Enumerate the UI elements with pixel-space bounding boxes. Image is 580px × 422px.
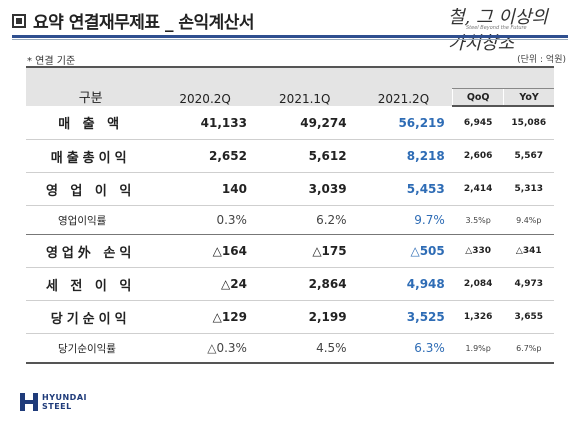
cell-qoq: 1.9%p [452, 333, 504, 364]
title-divider-thin [12, 39, 568, 40]
table-row: 매출총이익 2,652 5,612 8,218 2,606 5,567 [26, 139, 554, 173]
cell-qoq: 2,606 [452, 139, 504, 173]
header-name: 구분 [26, 66, 156, 106]
cell-value: 9.7% [354, 205, 453, 235]
cell-value: 3,525 [354, 300, 453, 334]
cell-value: 4.5% [254, 333, 355, 364]
table-row: 영업外 손익 △164 △175 △505 △330 △341 [26, 234, 554, 268]
header-yoy: YoY [503, 88, 554, 107]
slogan-script: 철, 그 이상의 가치창조 [448, 7, 548, 54]
cell-yoy: 3,655 [503, 300, 554, 334]
header-qoq: QoQ [452, 88, 504, 107]
hyundai-h-icon [20, 393, 38, 411]
cell-value: 6.2% [254, 205, 355, 235]
cell-value: 41,133 [155, 106, 255, 140]
cell-value: 56,219 [354, 106, 453, 140]
row-name: 세 전 이 익 [26, 267, 156, 301]
row-name: 영업이익률 [26, 205, 156, 235]
hyundai-steel-logo: HYUNDAI STEEL [20, 393, 87, 411]
cell-qoq: 6,945 [452, 106, 504, 140]
header-2020-2q: 2020.2Q [155, 66, 255, 106]
header-change-group [452, 66, 554, 89]
cell-qoq: 3.5%p [452, 205, 504, 235]
cell-value: △129 [155, 300, 255, 334]
cell-value: 0.3% [155, 205, 255, 235]
row-name: 매출총이익 [26, 139, 156, 173]
cell-value: 6.3% [354, 333, 453, 364]
brand-line1: HYUNDAI [42, 393, 87, 402]
table-subheader-row: QoQ YoY [26, 88, 554, 107]
row-name: 영 업 이 익 [26, 172, 156, 206]
table-row: 매 출 액 41,133 49,274 56,219 6,945 15,086 [26, 106, 554, 140]
header-2021-1q: 2021.1Q [254, 66, 355, 106]
table-row: 당기순이익률 △0.3% 4.5% 6.3% 1.9%p 6.7%p [26, 333, 554, 364]
cell-yoy: 15,086 [503, 106, 554, 140]
cell-value: 4,948 [354, 267, 453, 301]
cell-value: 2,199 [254, 300, 355, 334]
table-header-row: 구분 2020.2Q 2021.1Q 2021.2Q [26, 66, 554, 106]
brand-line2: STEEL [42, 402, 72, 411]
slogan-logo: 철, 그 이상의 가치창조 Steel Beyond the Future [448, 3, 568, 54]
cell-value: 140 [155, 172, 255, 206]
cell-yoy: 5,313 [503, 172, 554, 206]
cell-yoy: 5,567 [503, 139, 554, 173]
title-bar: 요약 연결재무제표 _ 손익계산서 [12, 8, 255, 33]
cell-value: △164 [155, 234, 255, 268]
cell-qoq: 1,326 [452, 300, 504, 334]
page-title: 요약 연결재무제표 _ 손익계산서 [33, 13, 255, 33]
cell-value: △24 [155, 267, 255, 301]
cell-yoy: △341 [503, 234, 554, 268]
cell-value: 49,274 [254, 106, 355, 140]
brand-wordmark: HYUNDAI STEEL [42, 393, 87, 411]
row-name: 매 출 액 [26, 106, 156, 140]
table-row: 영 업 이 익 140 3,039 5,453 2,414 5,313 [26, 172, 554, 206]
income-statement-table: 구분 2020.2Q 2021.1Q 2021.2Q QoQ YoY 매 출 액… [26, 66, 554, 364]
cell-value: 3,039 [254, 172, 355, 206]
table-row: 세 전 이 익 △24 2,864 4,948 2,084 4,973 [26, 267, 554, 301]
unit-label: (단위 : 억원) [517, 55, 566, 65]
row-name: 당기순이익 [26, 300, 156, 334]
cell-value: 8,218 [354, 139, 453, 173]
cell-value: △0.3% [155, 333, 255, 364]
cell-value: 2,864 [254, 267, 355, 301]
cell-qoq: △330 [452, 234, 504, 268]
cell-yoy: 6.7%p [503, 333, 554, 364]
cell-yoy: 9.4%p [503, 205, 554, 235]
cell-value: △505 [354, 234, 453, 268]
cell-yoy: 4,973 [503, 267, 554, 301]
cell-value: △175 [254, 234, 355, 268]
square-bullet-icon [12, 13, 26, 28]
cell-value: 2,652 [155, 139, 255, 173]
table-row: 당기순이익 △129 2,199 3,525 1,326 3,655 [26, 300, 554, 334]
row-name: 영업外 손익 [26, 234, 156, 268]
header-2021-2q: 2021.2Q [354, 66, 453, 106]
cell-value: 5,612 [254, 139, 355, 173]
slogan-tagline: Steel Beyond the Future [466, 25, 527, 31]
cell-qoq: 2,414 [452, 172, 504, 206]
title-divider [12, 35, 568, 38]
table-row: 영업이익률 0.3% 6.2% 9.7% 3.5%p 9.4%p [26, 205, 554, 235]
basis-note: * 연결 기준 [27, 56, 76, 67]
row-name: 당기순이익률 [26, 333, 156, 364]
cell-qoq: 2,084 [452, 267, 504, 301]
cell-value: 5,453 [354, 172, 453, 206]
